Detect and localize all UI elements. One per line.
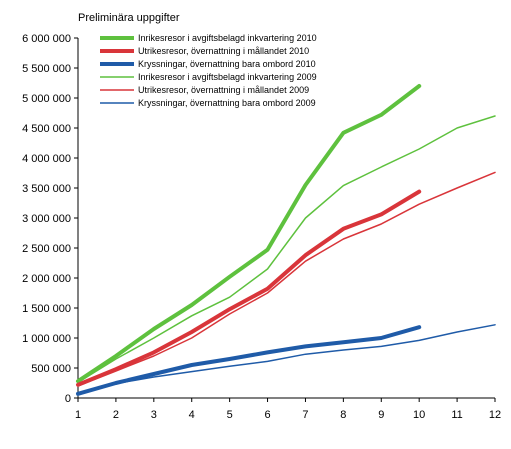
- y-tick-label: 1 500 000: [22, 303, 71, 315]
- x-tick-label: 5: [227, 409, 233, 421]
- x-tick-label: 7: [302, 409, 308, 421]
- legend-label: Kryssningar, övernattning bara ombord 20…: [138, 98, 316, 108]
- legend-label: Inrikesresor i avgiftsbelagd inkvarterin…: [138, 33, 317, 43]
- y-tick-label: 5 500 000: [22, 63, 71, 75]
- series-line-2: [76, 189, 422, 387]
- y-tick-label: 4 500 000: [22, 123, 71, 135]
- x-tick-label: 10: [413, 409, 425, 421]
- y-tick-label: 1 000 000: [22, 333, 71, 345]
- legend-label: Utrikesresor, övernattning i mållandet 2…: [138, 85, 309, 95]
- series-line-6: [77, 324, 496, 396]
- y-tick-label: 2 500 000: [22, 243, 71, 255]
- y-tick-label: 0: [65, 393, 71, 405]
- x-tick-label: 9: [378, 409, 384, 421]
- chart-title: Preliminära uppgifter: [78, 12, 180, 24]
- y-tick-label: 3 000 000: [22, 213, 71, 225]
- legend-label: Inrikesresor i avgiftsbelagd inkvarterin…: [138, 72, 317, 82]
- x-tick-label: 12: [489, 409, 501, 421]
- y-tick-label: 5 000 000: [22, 93, 71, 105]
- series-layer: [76, 84, 496, 396]
- legend: Inrikesresor i avgiftsbelagd inkvarterin…: [100, 33, 317, 108]
- series-line-1: [76, 84, 422, 384]
- x-tick-label: 11: [451, 409, 462, 421]
- axes: 0 500 000 1 000 000 1 500 000 2 000 000 2 500…: [22, 33, 501, 421]
- legend-label: Kryssningar, övernattning bara ombord 20…: [138, 59, 316, 69]
- x-tick-label: 2: [113, 409, 119, 421]
- y-tick-label: 2 000 000: [22, 273, 71, 285]
- y-tick-label: 4 000 000: [22, 153, 71, 165]
- x-tick-label: 3: [151, 409, 157, 421]
- y-tick-label: 500 000: [31, 363, 71, 375]
- y-tick-label: 6 000 000: [22, 33, 71, 45]
- y-tick-label: 3 500 000: [22, 183, 71, 195]
- x-tick-label: 8: [340, 409, 346, 421]
- x-tick-label: 4: [189, 409, 195, 421]
- x-tick-label: 6: [264, 409, 270, 421]
- series-line-4: [77, 115, 496, 384]
- legend-label: Utrikesresor, övernattning i mållandet 2…: [138, 46, 309, 56]
- x-tick-label: 1: [75, 409, 81, 421]
- series-line-3: [76, 325, 422, 396]
- series-line-5: [77, 171, 496, 387]
